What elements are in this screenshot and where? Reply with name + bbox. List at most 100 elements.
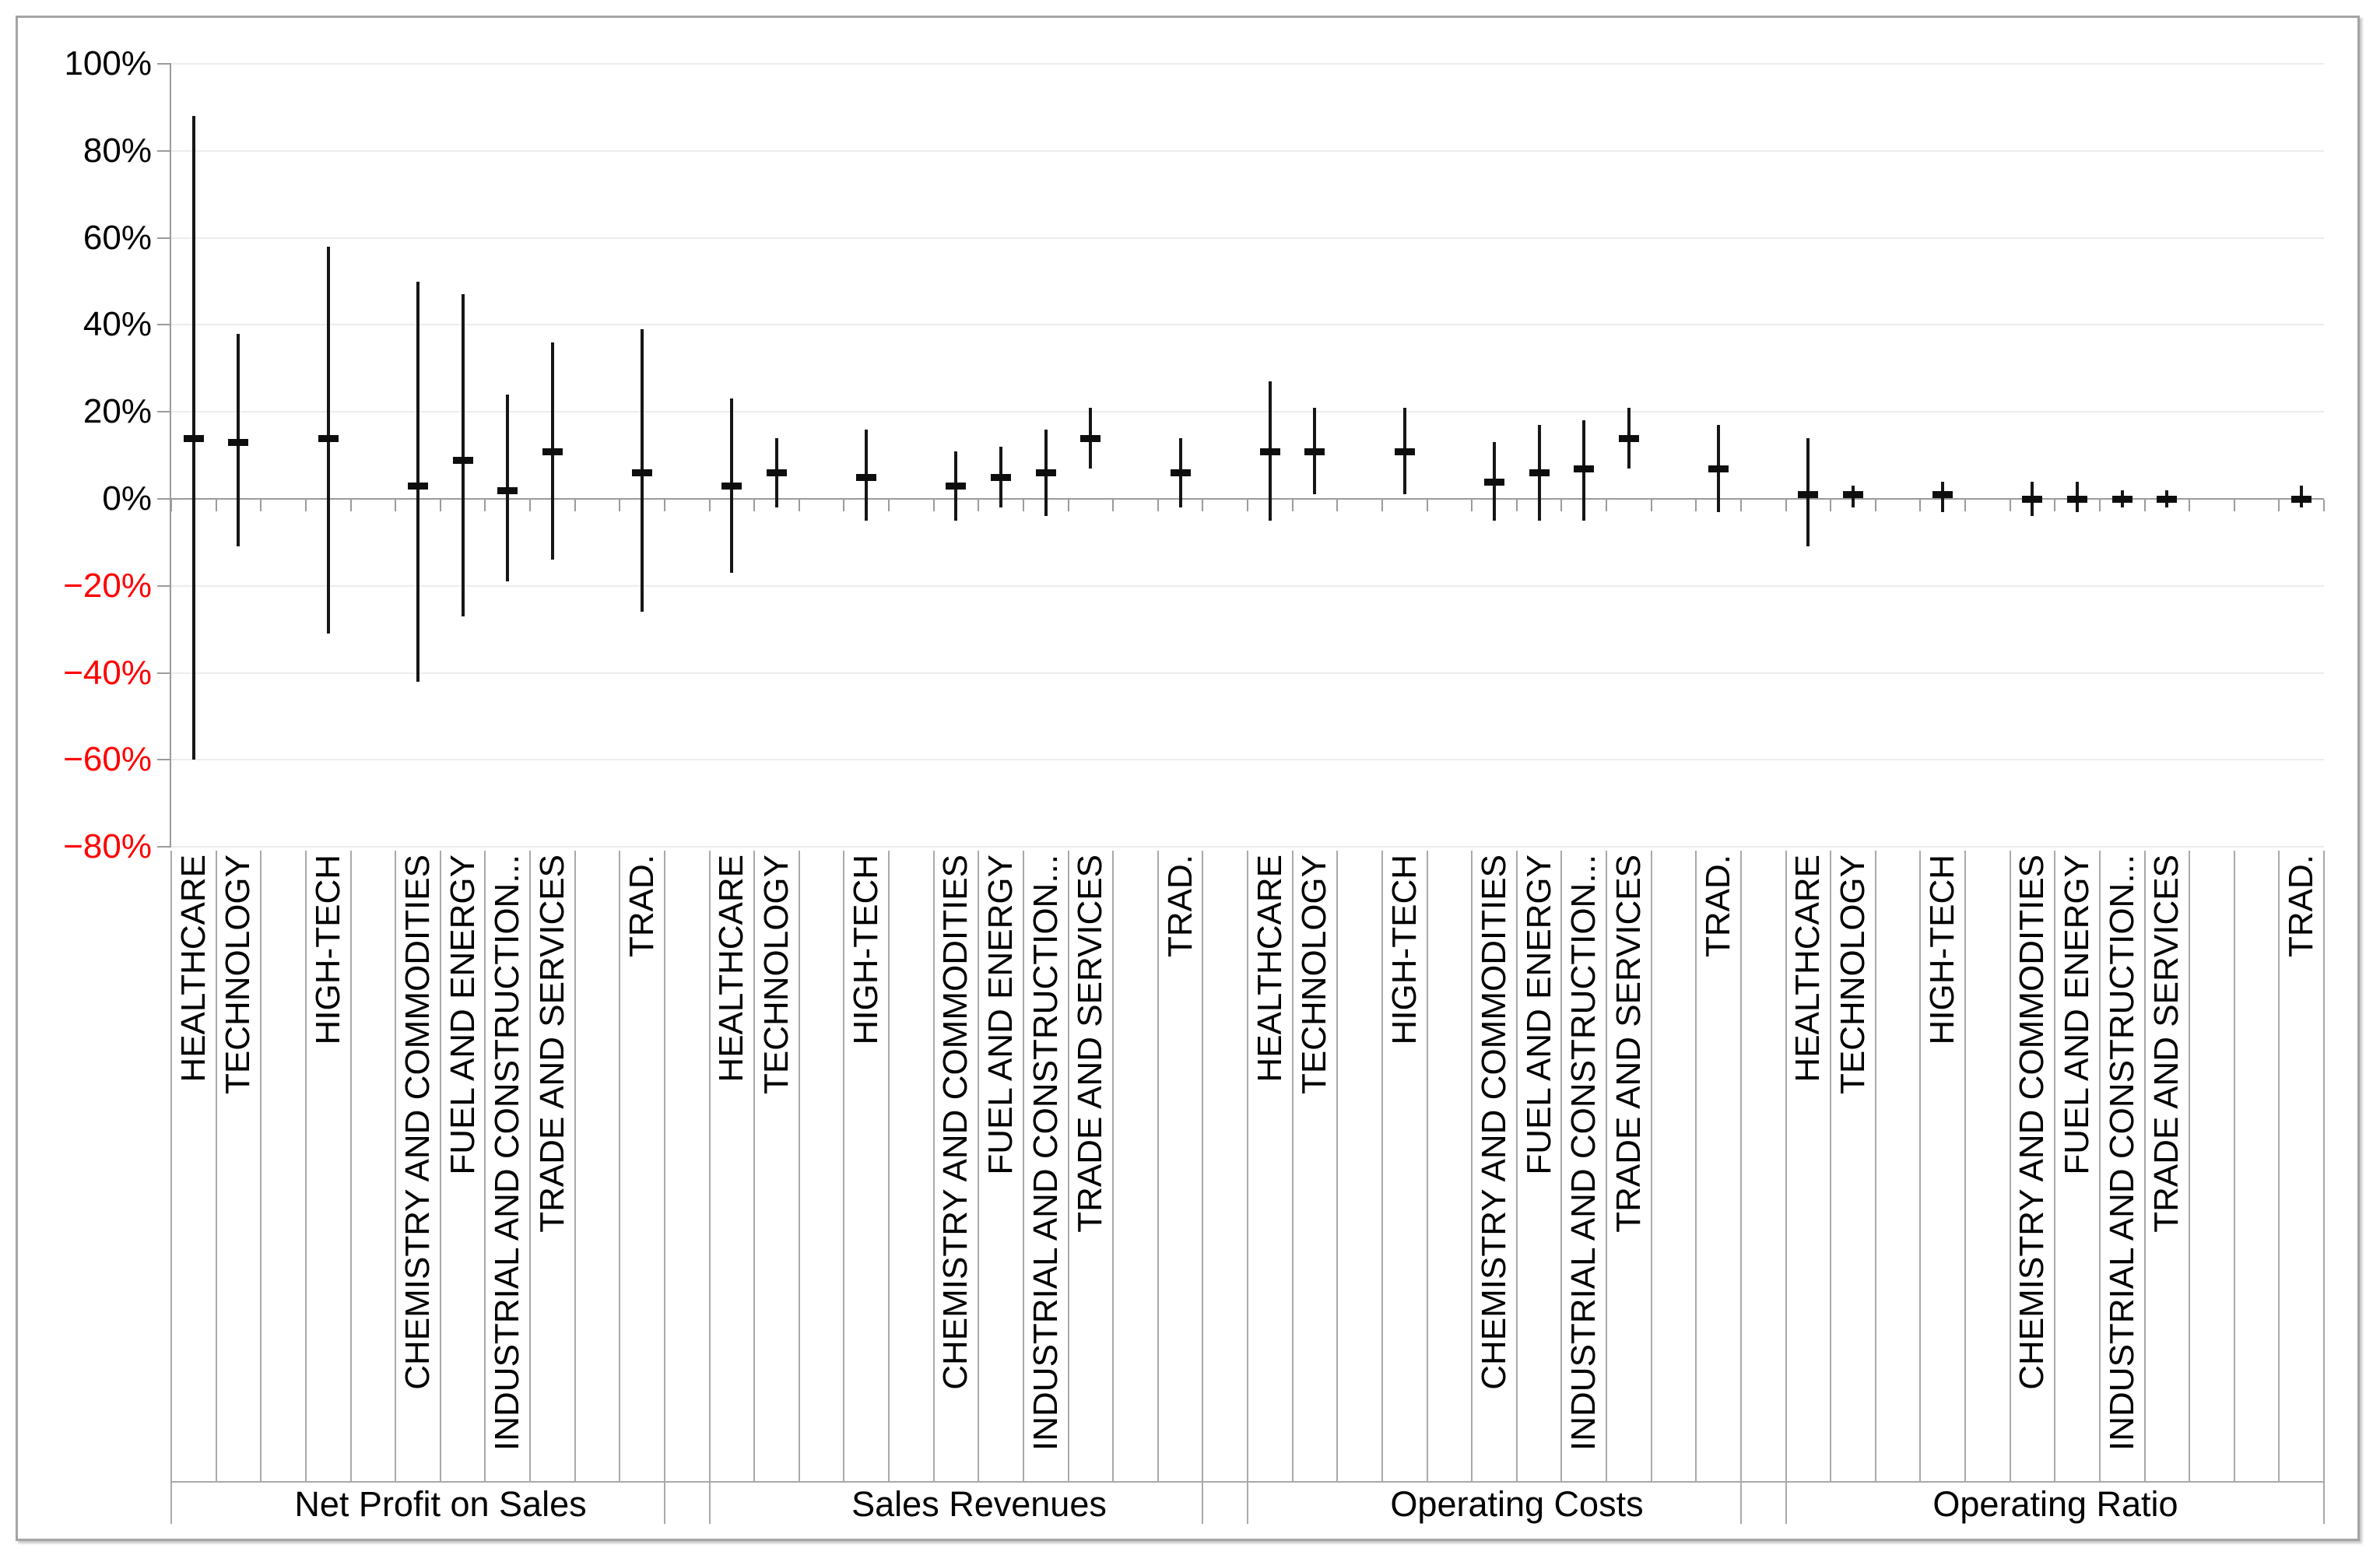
group-separator-line — [170, 851, 172, 1524]
category-divider — [753, 851, 755, 1482]
y-axis-tick — [157, 672, 171, 674]
x-axis-tick — [2234, 500, 2235, 511]
x-axis-tick — [170, 500, 172, 511]
category-label: TRAD. — [623, 855, 661, 957]
x-axis-tick — [799, 500, 800, 511]
close-marker — [1036, 469, 1056, 476]
category-label: TRADE AND SERVICES — [2147, 855, 2185, 1233]
category-divider — [529, 851, 531, 1482]
x-axis-tick — [978, 500, 979, 511]
x-axis-tick — [1830, 500, 1831, 511]
category-label: HEALTHCARE — [1251, 855, 1289, 1083]
group-separator-line — [1785, 851, 1787, 1524]
category-label: TECHNOLOGY — [1295, 855, 1333, 1095]
category-label: CHEMISTRY AND COMMODITIES — [1475, 855, 1513, 1390]
category-divider — [1695, 851, 1697, 1482]
x-axis-tick — [1023, 500, 1024, 511]
x-axis-tick — [2054, 500, 2055, 511]
y-axis-tick — [157, 846, 171, 848]
close-marker — [1798, 491, 1818, 498]
category-label: FUEL AND ENERGY — [444, 855, 482, 1175]
category-divider — [1336, 851, 1338, 1482]
close-marker — [1574, 465, 1594, 472]
close-marker — [856, 474, 876, 481]
category-label: CHEMISTRY AND COMMODITIES — [2013, 855, 2051, 1390]
category-divider — [1830, 851, 1831, 1482]
category-divider — [843, 851, 844, 1482]
y-axis-tick — [157, 237, 171, 239]
y-tick-label: −20% — [63, 567, 152, 605]
x-axis-tick — [484, 500, 486, 511]
x-axis-tick — [2099, 500, 2101, 511]
category-divider — [440, 851, 441, 1482]
category-divider — [1381, 851, 1383, 1482]
category-divider — [2234, 851, 2235, 1482]
x-axis-tick — [2010, 500, 2011, 511]
category-divider — [799, 851, 800, 1482]
category-label: INDUSTRIAL AND CONSTRUCTION... — [488, 855, 526, 1451]
close-marker — [946, 483, 966, 490]
x-axis-tick — [1336, 500, 1338, 511]
category-divider — [350, 851, 352, 1482]
y-tick-label: 60% — [82, 219, 152, 257]
group-separator-line — [709, 851, 711, 1524]
x-axis-tick — [619, 500, 620, 511]
category-divider — [1471, 851, 1473, 1482]
close-marker — [1619, 435, 1639, 442]
category-label: FUEL AND ENERGY — [2058, 855, 2096, 1175]
category-label: TRADE AND SERVICES — [1071, 855, 1109, 1233]
x-axis-tick — [888, 500, 890, 511]
category-label: CHEMISTRY AND COMMODITIES — [936, 855, 974, 1390]
y-axis-tick — [157, 63, 171, 65]
y-tick-label: −80% — [63, 827, 152, 865]
category-divider — [1560, 851, 1562, 1482]
category-label: FUEL AND ENERGY — [981, 855, 1020, 1175]
close-marker — [632, 469, 652, 476]
group-label: Operating Ratio — [1932, 1484, 2178, 1524]
y-axis-tick — [157, 585, 171, 587]
category-label: TRAD. — [2282, 855, 2320, 957]
x-axis-tick — [440, 500, 441, 511]
close-marker — [767, 469, 787, 476]
y-axis-tick — [157, 324, 171, 325]
category-label: HIGH-TECH — [847, 855, 885, 1045]
y-gridline — [171, 324, 2324, 325]
category-label: HEALTHCARE — [174, 855, 212, 1083]
group-label: Sales Revenues — [851, 1484, 1107, 1524]
category-divider — [619, 851, 620, 1482]
x-axis-tick — [1112, 500, 1114, 511]
category-label: TRAD. — [1161, 855, 1199, 957]
x-axis-tick — [1516, 500, 1518, 511]
y-gridline — [171, 585, 2324, 587]
close-marker — [1171, 469, 1191, 476]
close-marker — [453, 457, 473, 464]
close-marker — [991, 474, 1011, 481]
x-axis-zero-line — [171, 498, 2324, 500]
group-separator-line — [1202, 851, 1203, 1524]
y-gridline — [171, 150, 2324, 152]
category-label: HEALTHCARE — [712, 855, 750, 1083]
close-marker — [408, 483, 428, 490]
y-gridline — [171, 411, 2324, 412]
category-divider — [1068, 851, 1069, 1482]
x-axis-tick — [1560, 500, 1562, 511]
x-axis-tick — [1068, 500, 1069, 511]
x-axis-tick — [1381, 500, 1383, 511]
y-axis-tick — [157, 150, 171, 152]
category-label: INDUSTRIAL AND CONSTRUCTION... — [1564, 855, 1602, 1451]
group-separator-line — [1740, 851, 1742, 1524]
category-divider — [1964, 851, 1966, 1482]
x-axis-tick — [1247, 500, 1248, 511]
group-label: Operating Costs — [1390, 1484, 1644, 1524]
close-marker — [1395, 448, 1415, 455]
category-divider — [1606, 851, 1607, 1482]
x-axis-tick — [753, 500, 755, 511]
x-axis-tick — [1471, 500, 1473, 511]
category-divider — [1875, 851, 1876, 1482]
category-divider — [1651, 851, 1652, 1482]
y-gridline — [171, 672, 2324, 674]
y-tick-label: 100% — [64, 44, 152, 82]
x-axis-tick — [1740, 500, 1742, 511]
category-divider — [1023, 851, 1024, 1482]
category-divider — [1516, 851, 1518, 1482]
